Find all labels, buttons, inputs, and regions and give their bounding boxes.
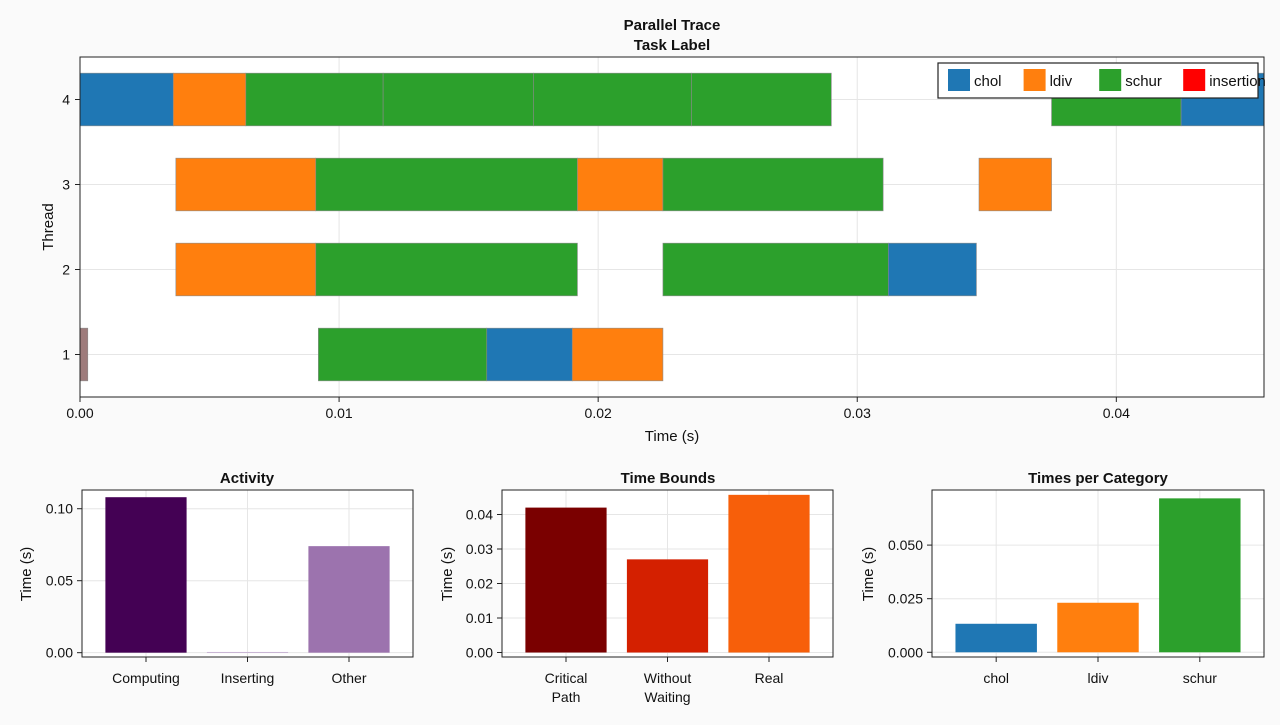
x-tick-label: schur xyxy=(1183,670,1218,686)
task-bar-schur xyxy=(315,157,578,212)
gantt-panel: Parallel Trace Task Label 0.00 0.01 0.02 0.… xyxy=(40,17,1266,445)
y-tick-label: 0.05 xyxy=(46,573,73,589)
gantt-x-tick-label: 0.02 xyxy=(585,405,612,421)
x-tick-label: Other xyxy=(331,670,366,686)
legend-label-chol: chol xyxy=(974,73,1002,90)
legend: chol ldiv schur insertion xyxy=(937,62,1266,99)
bar-computing xyxy=(105,497,187,653)
task-bar-ldiv xyxy=(175,157,317,212)
y-tick-label: 0.02 xyxy=(466,576,493,592)
time-bounds-bars xyxy=(525,494,810,653)
task-bar-other xyxy=(79,327,89,382)
activity-y-axis-label: Time (s) xyxy=(18,547,35,601)
time-bounds-y-axis-label: Time (s) xyxy=(439,547,456,601)
gantt-x-tick-label: 0.01 xyxy=(325,405,352,421)
bar-schur xyxy=(1159,498,1241,653)
y-tick-label: 0.050 xyxy=(888,537,923,553)
activity-bars xyxy=(105,497,390,653)
legend-entries: chol ldiv schur insertion xyxy=(948,69,1266,91)
gantt-y-tick-label: 1 xyxy=(62,347,70,363)
y-tick-label: 0.025 xyxy=(888,591,923,607)
gantt-frame xyxy=(79,56,1265,398)
x-tick-label: Real xyxy=(755,670,784,686)
x-tick-label: Critical Path xyxy=(545,670,588,705)
x-tick-label: Without Waiting xyxy=(644,670,692,705)
gantt-x-ticks: 0.00 0.01 0.02 0.03 0.04 xyxy=(66,397,1130,421)
times-per-category-bars xyxy=(955,498,1241,653)
task-bar-ldiv xyxy=(172,72,247,127)
y-tick-label: 0.01 xyxy=(466,610,493,626)
gantt-bars xyxy=(79,72,1265,382)
task-bar-schur xyxy=(245,72,384,127)
gantt-x-tick-label: 0.00 xyxy=(66,405,93,421)
bar-ldiv xyxy=(1057,602,1139,653)
bar-critical-path xyxy=(525,507,607,653)
times-per-category-title: Times per Category xyxy=(1028,470,1168,487)
task-bar-ldiv xyxy=(571,327,664,382)
gantt-y-ticks: 1 2 3 4 xyxy=(62,92,80,363)
times-per-category-x-ticks: chol ldiv schur xyxy=(983,657,1217,686)
times-per-category-panel: Times per Category 0.000 0.025 0.050 chol l… xyxy=(860,470,1265,686)
gantt-subtitle: Task Label xyxy=(634,37,710,54)
task-bar-chol xyxy=(79,72,174,127)
task-bar-ldiv xyxy=(978,157,1052,212)
legend-swatch-chol xyxy=(948,69,970,91)
time-bounds-panel: Time Bounds 0.00 0.01 0.02 0.03 0.04 Critica… xyxy=(439,470,834,705)
x-tick-label: ldiv xyxy=(1087,670,1108,686)
x-tick-label: Computing xyxy=(112,670,180,686)
gantt-y-tick-label: 2 xyxy=(62,262,70,278)
gantt-title: Parallel Trace xyxy=(624,17,721,34)
legend-swatch-insertion xyxy=(1183,69,1206,91)
bar-chol xyxy=(955,623,1037,653)
gantt-y-tick-label: 3 xyxy=(62,177,70,193)
y-tick-label: 0.00 xyxy=(46,645,73,661)
activity-x-ticks: Computing Inserting Other xyxy=(112,657,367,686)
gantt-x-axis-label: Time (s) xyxy=(645,428,699,445)
legend-label-ldiv: ldiv xyxy=(1050,73,1073,90)
y-tick-label: 0.10 xyxy=(46,501,73,517)
bar-inserting xyxy=(206,651,289,653)
y-tick-label: 0.03 xyxy=(466,541,493,557)
legend-label-schur: schur xyxy=(1125,73,1162,90)
gantt-y-axis-label: Thread xyxy=(40,203,57,251)
activity-panel: Activity 0.00 0.05 0.10 Computing Inserting… xyxy=(18,470,414,686)
bar-other xyxy=(308,546,390,653)
x-tick-label: Inserting xyxy=(221,670,275,686)
task-bar-schur xyxy=(382,72,534,127)
task-bar-ldiv xyxy=(175,242,317,297)
time-bounds-y-ticks: 0.00 0.01 0.02 0.03 0.04 xyxy=(466,506,502,661)
y-tick-label: 0.04 xyxy=(466,506,493,522)
activity-y-ticks: 0.00 0.05 0.10 xyxy=(46,501,82,661)
task-bar-schur xyxy=(662,157,884,212)
legend-swatch-ldiv xyxy=(1023,69,1046,91)
activity-title: Activity xyxy=(220,470,275,487)
bar-real xyxy=(728,494,810,653)
gantt-x-tick-label: 0.03 xyxy=(844,405,871,421)
task-bar-schur xyxy=(533,72,692,127)
gantt-y-tick-label: 4 xyxy=(62,92,70,108)
task-bar-schur xyxy=(315,242,578,297)
task-bar-chol xyxy=(888,242,977,297)
task-bar-chol xyxy=(486,327,573,382)
times-per-category-y-axis-label: Time (s) xyxy=(860,547,877,601)
bar-without-waiting xyxy=(626,559,709,653)
x-tick-label: chol xyxy=(983,670,1009,686)
task-bar-schur xyxy=(662,242,889,297)
legend-swatch-schur xyxy=(1099,69,1122,91)
gantt-x-tick-label: 0.04 xyxy=(1103,405,1130,421)
time-bounds-x-ticks: Critical Path Without Waiting Real xyxy=(545,657,784,705)
time-bounds-title: Time Bounds xyxy=(621,470,716,487)
times-per-category-y-ticks: 0.000 0.025 0.050 xyxy=(888,537,932,660)
y-tick-label: 0.00 xyxy=(466,645,493,661)
task-bar-schur xyxy=(318,327,488,382)
task-bar-ldiv xyxy=(577,157,664,212)
task-bar-schur xyxy=(691,72,832,127)
y-tick-label: 0.000 xyxy=(888,644,923,660)
legend-label-insertion: insertion xyxy=(1209,73,1266,90)
